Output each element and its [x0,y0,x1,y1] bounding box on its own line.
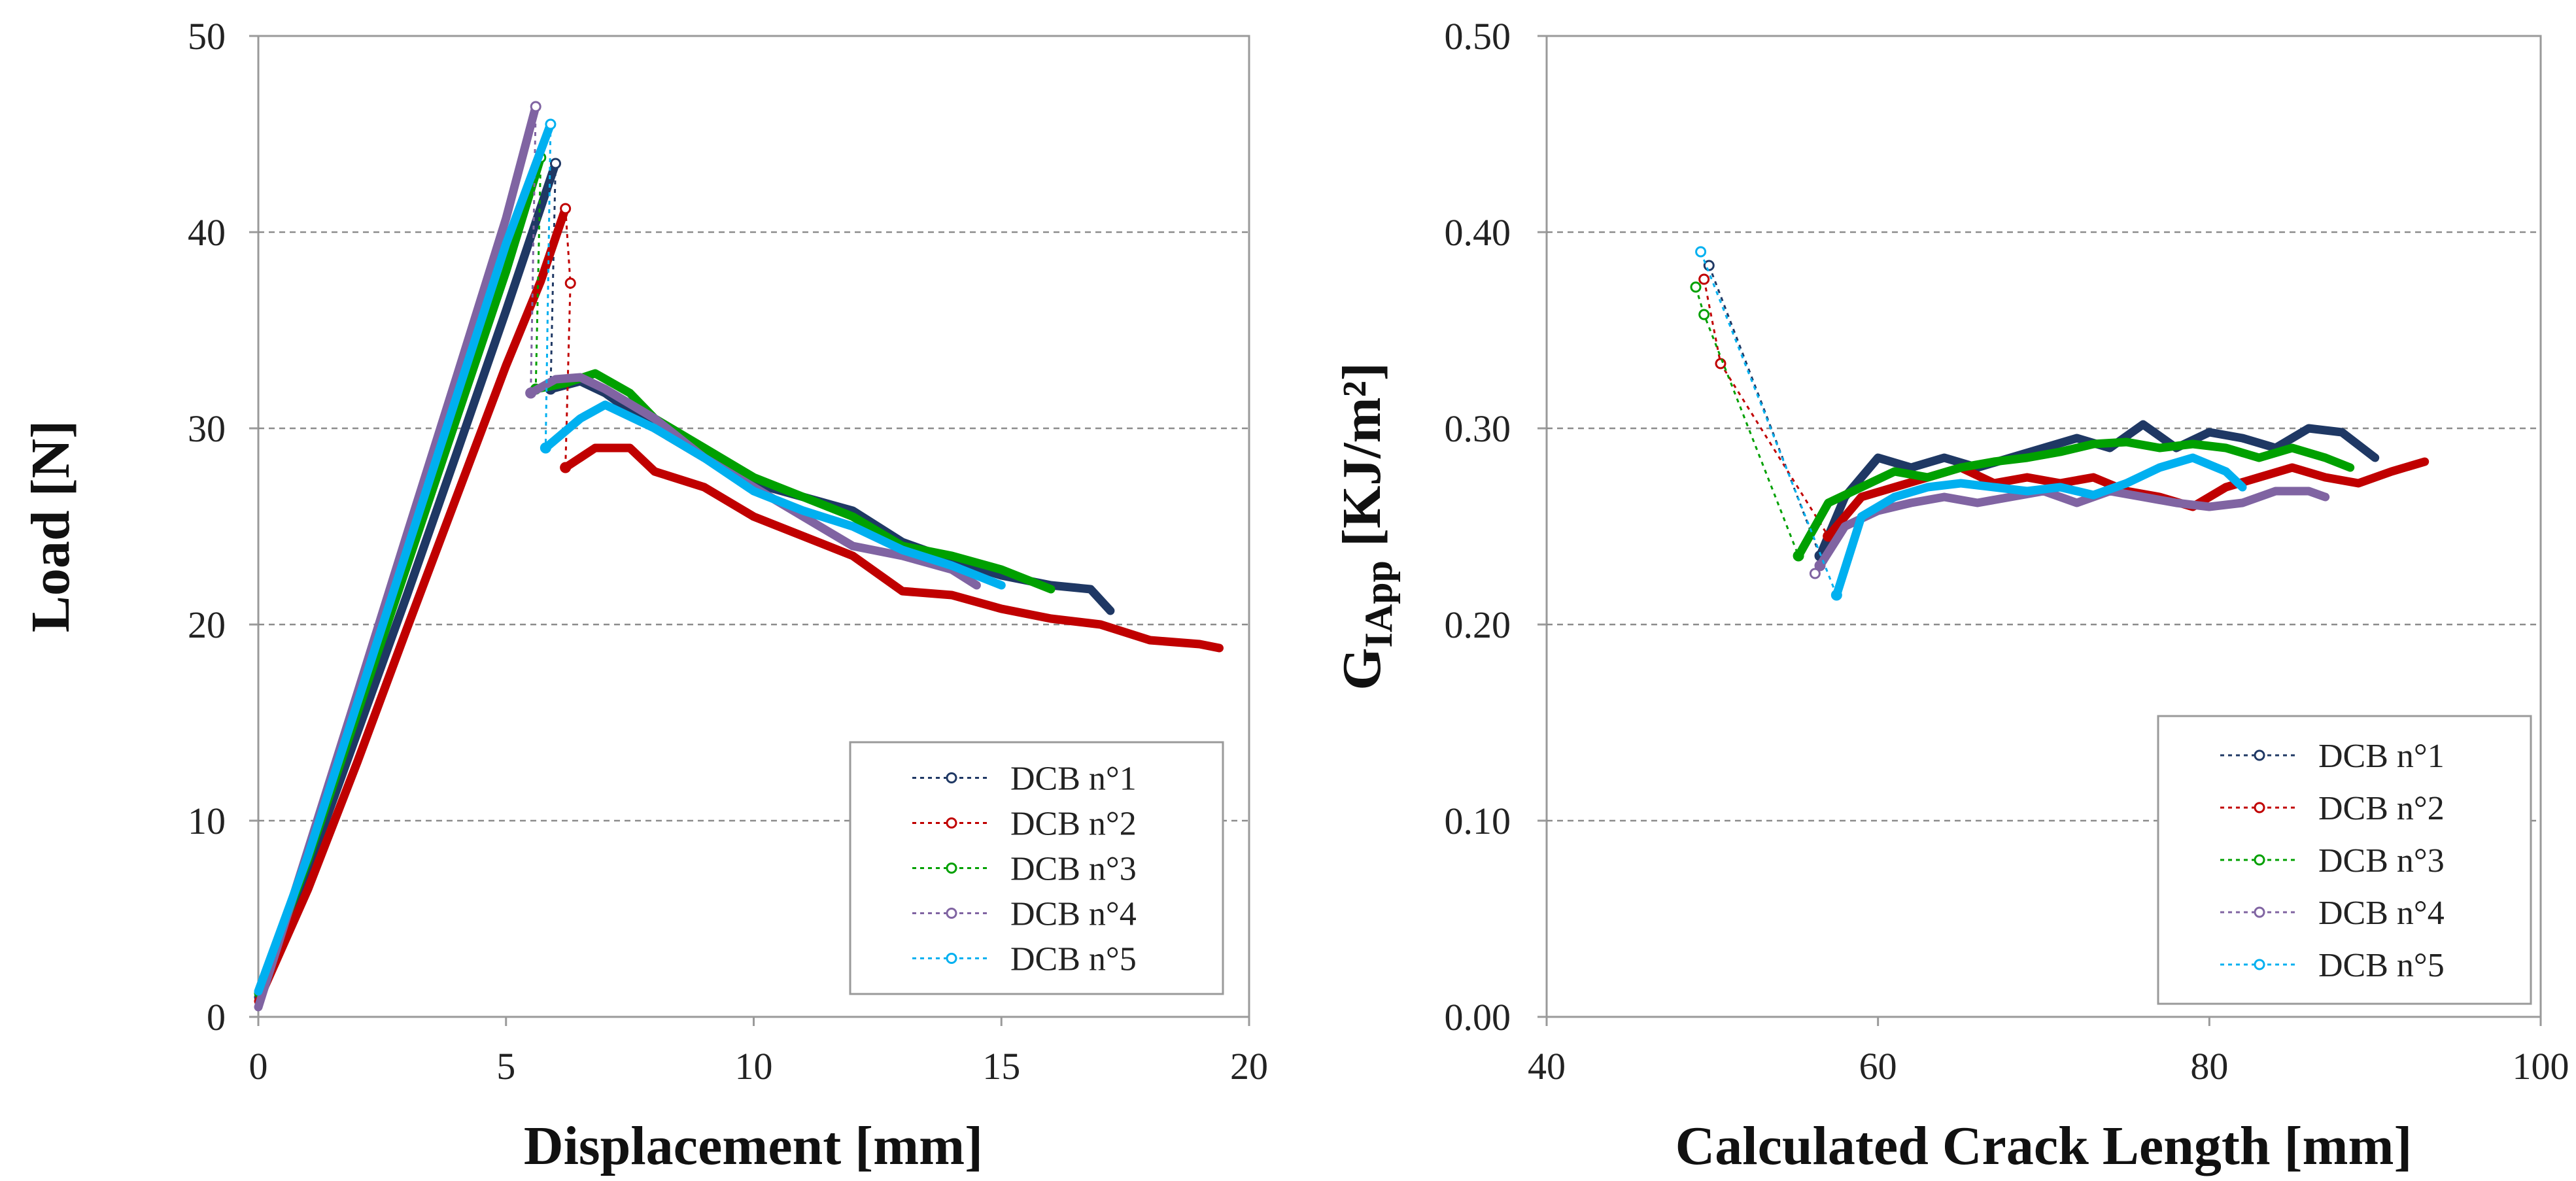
legend-entry-label: DCB n°1 [1010,761,1137,798]
x-tick-label: 60 [1859,1045,1897,1087]
y-axis-title: Load [N] [20,420,81,632]
legend-entry-label: DCB n°2 [1010,806,1137,843]
series-line-propagation [1832,453,2247,600]
energy-release-rate-chart: 0.00 0.10 0.20 0.30 0.40 0.50 40 60 80 100 Calcula… [1331,15,2569,1176]
series-line-dashed [530,106,537,394]
series-5 [254,118,1006,996]
legend-entry-label: DCB n°2 [2318,790,2445,827]
data-point-marker [545,118,557,130]
data-point-marker [564,277,576,289]
series-line-propagation [541,400,1006,590]
legend-swatch-marker [2254,749,2265,761]
x-axis-title: Displacement [mm] [524,1116,983,1176]
data-point-marker [1698,309,1710,320]
y-tick-label: 0 [207,996,226,1038]
y-axis-title-main: G [1331,647,1392,690]
legend-swatch-marker [946,908,957,919]
legend-swatch-marker [2254,959,2265,970]
series-line-propagation [561,443,1224,653]
legend-entry-label: DCB n°3 [1010,851,1137,888]
legend-entry-label: DCB n°4 [1010,896,1137,933]
y-tick-label: 0.00 [1445,996,1511,1038]
x-tick-label: 80 [2190,1045,2228,1087]
data-point-marker [1695,246,1707,258]
legend-entry-label: DCB n°1 [2318,738,2445,775]
y-axis-title: GIApp [KJ/m²] [1331,362,1400,691]
y-axis-title-unit: [KJ/m²] [1331,362,1392,560]
legend-entry-label: DCB n°5 [2318,947,2445,984]
series-line-loading [254,204,570,1006]
x-axis-title: Calculated Crack Length [mm] [1675,1116,2413,1176]
y-tick-label: 0.40 [1445,211,1511,254]
x-tick-label: 20 [1230,1045,1268,1087]
x-tick-label: 10 [735,1045,773,1087]
series-line-dashed [549,163,557,390]
legend-swatch-marker [946,817,957,829]
data-point-marker [1715,358,1726,369]
series-line-propagation [1794,437,2355,560]
x-tick-label: 5 [496,1045,515,1087]
series-2 [254,203,1224,1006]
y-tick-label: 0.50 [1445,15,1511,58]
data-point-marker [1698,273,1710,285]
series-line-dashed [1700,251,1838,596]
series-line-propagation [1815,487,2330,570]
x-tick-label: 40 [1528,1045,1566,1087]
data-point-marker [1809,568,1821,579]
y-tick-label: 20 [188,604,226,646]
series-3 [1690,281,2355,562]
x-tick-label: 100 [2513,1045,2569,1087]
legend-swatch-marker [946,953,957,964]
data-point-marker [550,158,561,169]
y-tick-label: 0.30 [1445,407,1511,450]
y-tick-label: 0.20 [1445,604,1511,646]
legend-entry-label: DCB n°5 [1010,941,1137,978]
legend-swatch-marker [946,772,957,783]
legend: DCB n°1 DCB n°2 DCB n°3 DCB n°4 DCB n°5 [849,741,1224,995]
y-tick-label: 50 [188,15,226,58]
series-4 [1809,487,2330,579]
series-line-dashed [564,208,572,468]
y-axis-title-subscript: IApp [1357,560,1400,647]
y-tick-label: 30 [188,407,226,450]
series-5 [1695,246,2247,601]
load-displacement-chart: 0 10 20 30 40 50 0 5 10 15 20 Displacement [mm] Load… [20,15,1268,1176]
series-line-dashed [544,124,552,449]
y-tick-label: 40 [188,211,226,254]
legend: DCB n°1 DCB n°2 DCB n°3 DCB n°4 DCB n°5 [2157,715,2532,1005]
x-tick-label: 0 [249,1045,268,1087]
legend-swatch-marker [2254,906,2265,918]
legend-swatch-marker [2254,854,2265,866]
series-line-propagation [531,369,1056,594]
data-point-marker [530,101,541,112]
data-point-marker [560,203,572,214]
legend-swatch-marker [2254,802,2265,813]
legend-swatch-marker [946,863,957,874]
y-tick-label: 10 [188,800,226,842]
legend-entry-label: DCB n°3 [2318,842,2445,880]
legend-entry-label: DCB n°4 [2318,895,2445,932]
x-tick-label: 15 [982,1045,1020,1087]
y-tick-label: 0.10 [1445,800,1511,842]
series-line-loading [254,120,555,996]
data-point-marker [1690,281,1702,293]
